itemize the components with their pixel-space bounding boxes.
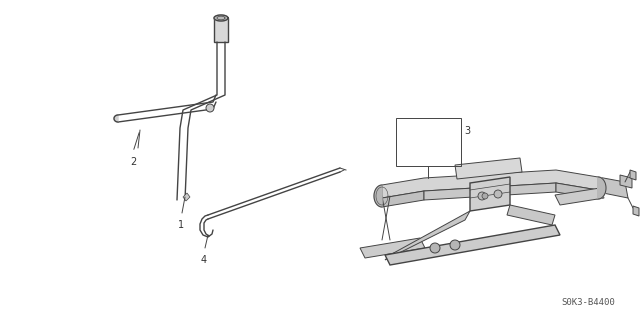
Polygon shape — [630, 170, 636, 180]
Circle shape — [430, 243, 440, 253]
Polygon shape — [382, 170, 598, 198]
Polygon shape — [455, 158, 522, 179]
Circle shape — [450, 240, 460, 250]
Polygon shape — [385, 211, 470, 260]
Polygon shape — [424, 183, 556, 200]
Bar — [396, 118, 461, 166]
Circle shape — [482, 193, 488, 199]
Polygon shape — [556, 183, 598, 199]
Circle shape — [478, 192, 486, 200]
Polygon shape — [183, 193, 190, 201]
Polygon shape — [382, 191, 424, 207]
Text: 3: 3 — [464, 126, 470, 136]
Polygon shape — [598, 177, 606, 199]
Text: 4: 4 — [201, 255, 207, 265]
Text: 2: 2 — [130, 157, 136, 167]
Polygon shape — [214, 15, 228, 21]
Polygon shape — [374, 185, 382, 207]
Text: S0K3-B4400: S0K3-B4400 — [561, 298, 615, 307]
Circle shape — [206, 104, 214, 112]
Circle shape — [494, 190, 502, 198]
Polygon shape — [598, 177, 628, 198]
Polygon shape — [555, 188, 604, 205]
Polygon shape — [385, 225, 560, 265]
Polygon shape — [214, 18, 228, 42]
Text: 1: 1 — [178, 220, 184, 230]
Polygon shape — [114, 115, 118, 122]
Polygon shape — [470, 177, 510, 211]
Polygon shape — [360, 238, 425, 258]
Polygon shape — [633, 206, 639, 216]
Polygon shape — [620, 175, 632, 188]
Polygon shape — [507, 205, 555, 225]
